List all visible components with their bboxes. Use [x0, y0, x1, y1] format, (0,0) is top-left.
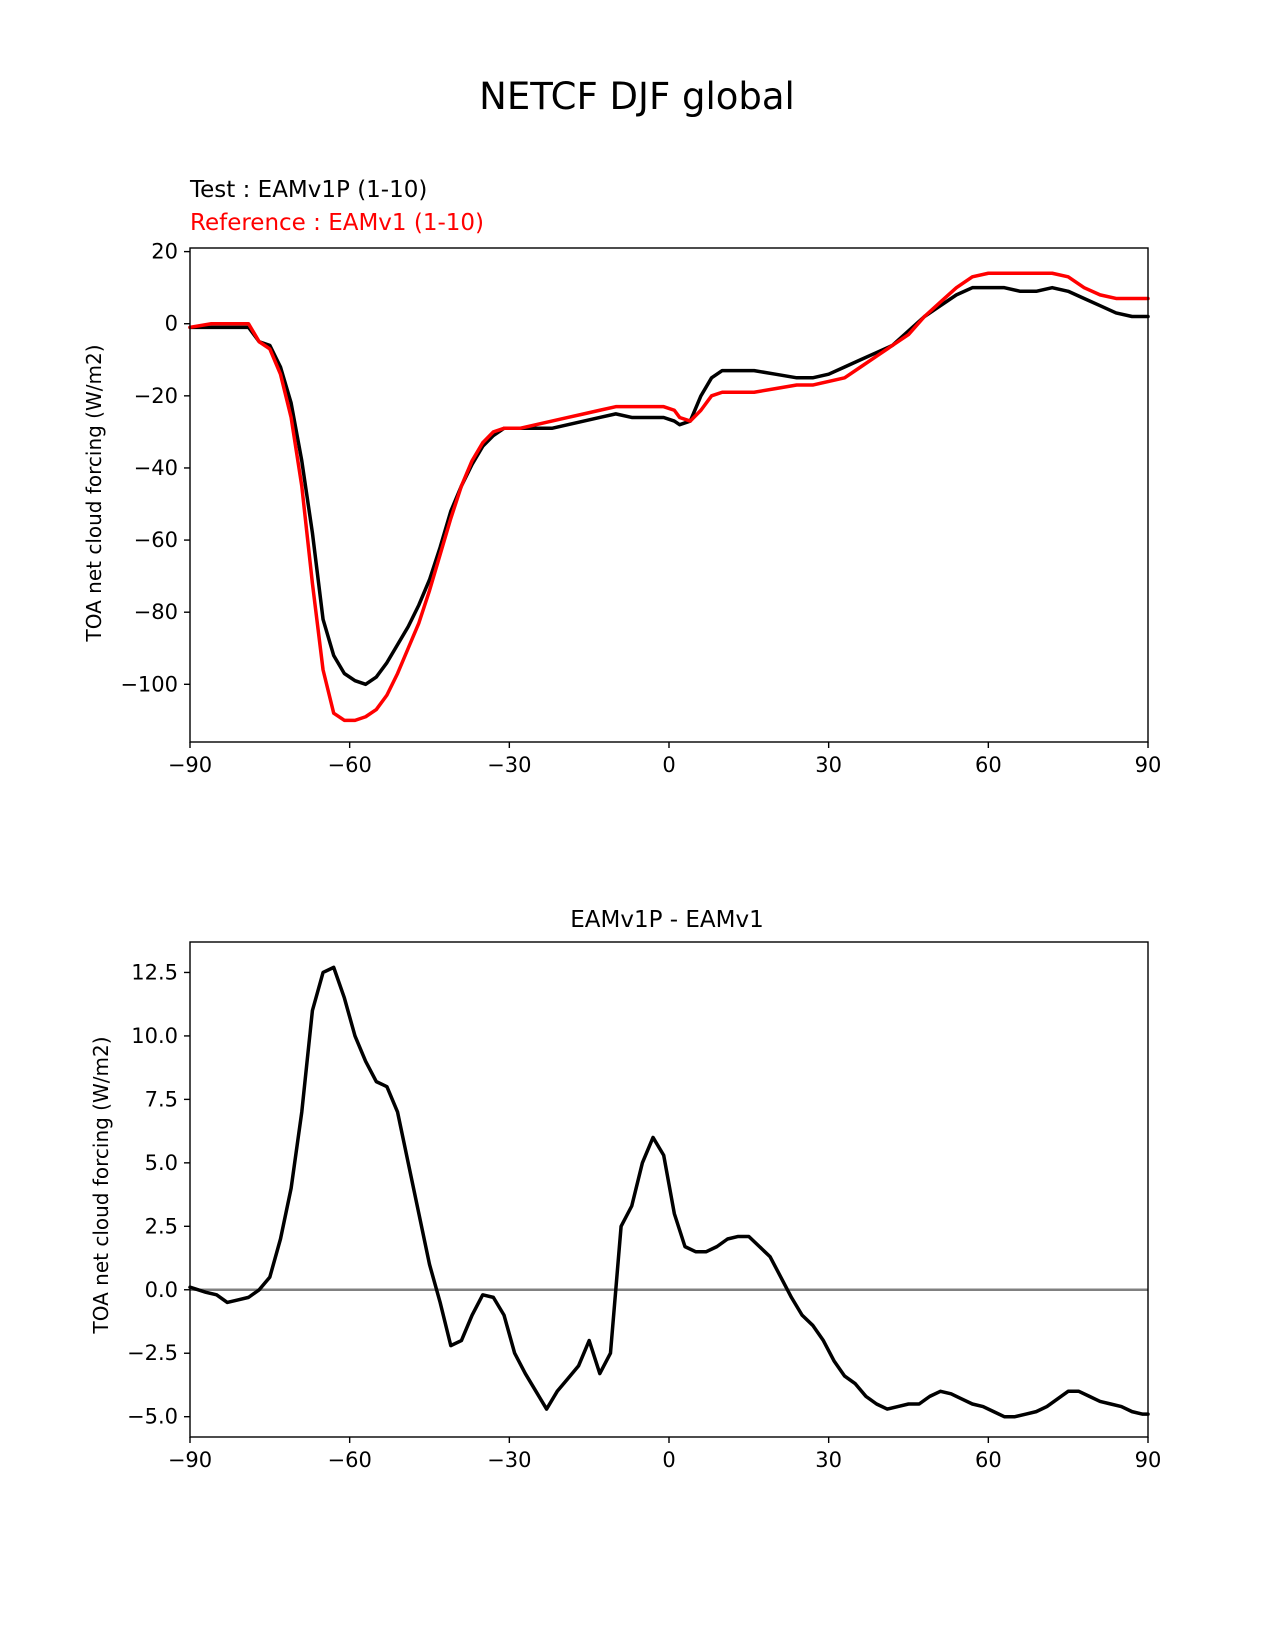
bottom-y-axis-label: TOA net cloud forcing (W/m2): [89, 1036, 113, 1334]
top-y-tick-label: −20: [134, 384, 178, 408]
top-y-tick-label: −40: [134, 456, 178, 480]
top-x-tick-label: −30: [487, 753, 531, 777]
top-x-tick-label: 30: [815, 753, 842, 777]
bottom-y-tick-label: 2.5: [145, 1214, 178, 1238]
bottom-series-group: [188, 965, 1150, 1419]
bottom-x-tick-label: 30: [815, 1448, 842, 1472]
bottom-x-tick-label: 60: [975, 1448, 1002, 1472]
reference-label: Reference : EAMv1 (1-10): [190, 210, 484, 236]
top-y-tick-label: −80: [134, 600, 178, 624]
top-series-group: [188, 271, 1150, 723]
bottom-axes: −90 −60 −30 0 30 60 90 12.5 10.0 7.5 5.0 2.5 0.0 −2.5…: [127, 941, 1162, 1472]
top-series-line-0: [188, 285, 1150, 687]
top-x-tick-label: 60: [975, 753, 1002, 777]
figure-title: NETCF DJF global: [479, 75, 795, 118]
top-y-axis-label: TOA net cloud forcing (W/m2): [82, 344, 106, 642]
bottom-y-tick-label: −2.5: [127, 1341, 178, 1365]
bottom-series-line-0: [188, 965, 1150, 1419]
top-y-tick-label: −60: [134, 528, 178, 552]
top-panel: Test : EAMv1P (1-10) Reference : EAMv1 (…: [82, 177, 1161, 777]
bottom-x-tick-label: −30: [487, 1448, 531, 1472]
top-series-line-1: [188, 271, 1150, 723]
bottom-y-tick-label: −5.0: [127, 1405, 178, 1429]
bottom-x-tick-label: −90: [168, 1448, 212, 1472]
bottom-y-tick-label: 10.0: [131, 1024, 178, 1048]
top-x-tick-label: 0: [662, 753, 675, 777]
top-y-tick-label: 20: [151, 240, 178, 264]
bottom-x-tick-label: 0: [662, 1448, 675, 1472]
top-x-tick-label: −90: [168, 753, 212, 777]
top-axes: −90 −60 −30 0 30 60 90 20 0 −20 −40 −60 −80 −100: [120, 240, 1161, 777]
test-label: Test : EAMv1P (1-10): [189, 177, 427, 203]
bottom-x-tick-label: −60: [328, 1448, 372, 1472]
bottom-x-tick-label: 90: [1135, 1448, 1162, 1472]
bottom-panel: EAMv1P - EAMv1 TOA net cloud forcing (W/…: [89, 907, 1161, 1472]
bottom-y-tick-label: 0.0: [145, 1278, 178, 1302]
top-y-tick-label: −100: [120, 672, 178, 696]
bottom-y-tick-label: 5.0: [145, 1151, 178, 1175]
top-x-tick-label: 90: [1135, 753, 1162, 777]
top-y-tick-label: 0: [165, 312, 178, 336]
bottom-y-tick-label: 12.5: [131, 960, 178, 984]
top-x-tick-label: −60: [328, 753, 372, 777]
bottom-panel-title: EAMv1P - EAMv1: [570, 907, 764, 933]
bottom-y-tick-label: 7.5: [145, 1087, 178, 1111]
